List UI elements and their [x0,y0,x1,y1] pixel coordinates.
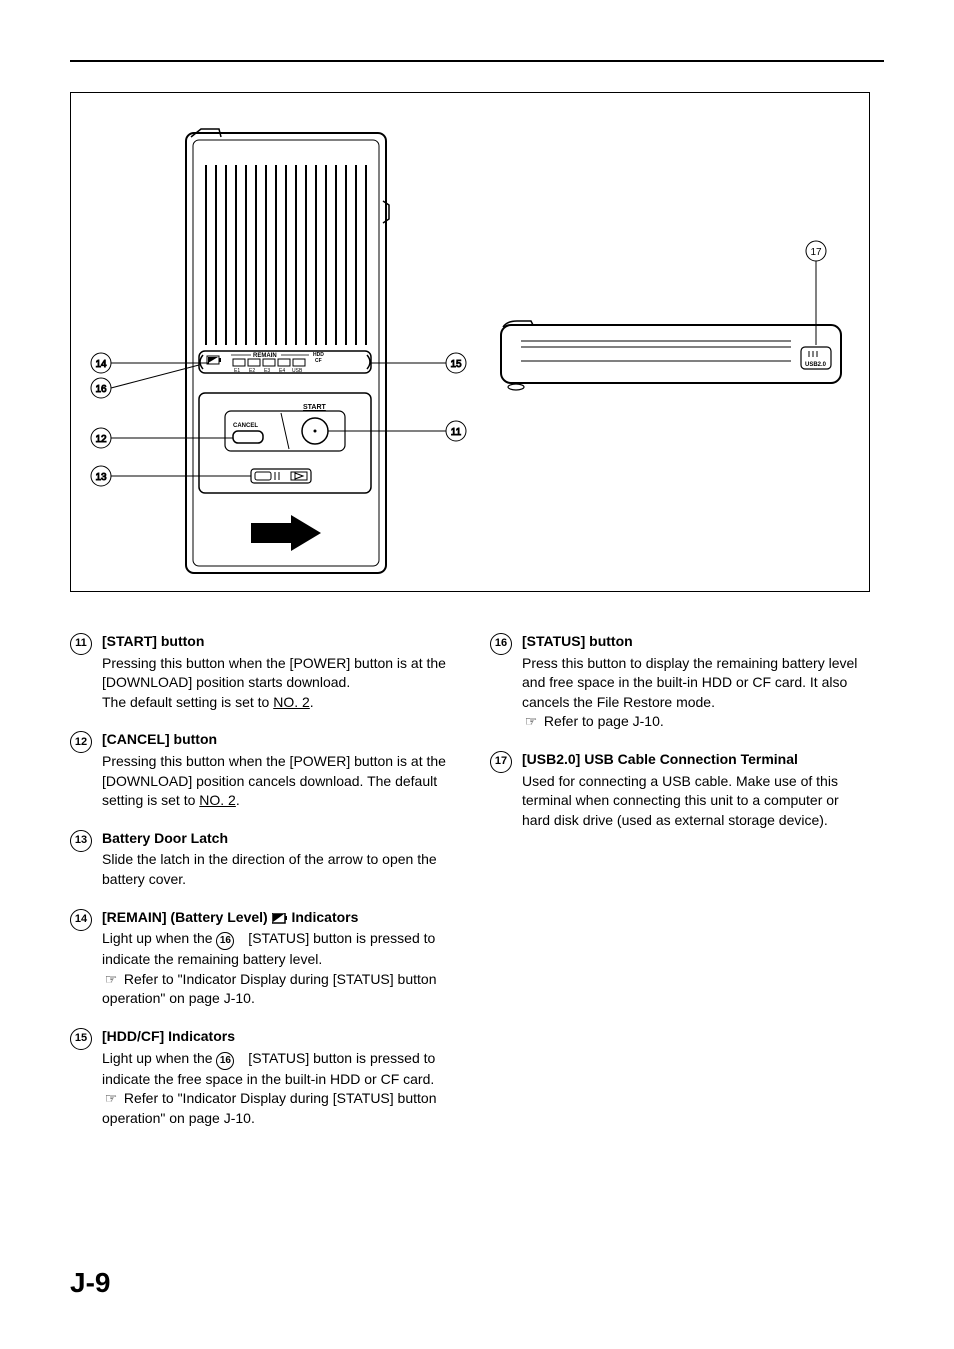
item-note: ☞ Refer to page J-10. [522,712,870,732]
item-desc: Pressing this button when the [POWER] bu… [102,752,450,811]
ref-16: 16 [216,932,234,950]
item-title: [USB2.0] USB Cable Connection Terminal [522,750,870,770]
led-e4: E4 [279,368,285,374]
led-usb: USB [292,368,303,374]
item-number: 15 [70,1028,92,1050]
right-column: 16 [STATUS] button Press this button to … [490,632,870,1146]
callout-15: 15 [450,359,462,370]
item-title: [CANCEL] button [102,730,450,750]
pointer-icon: ☞ [102,970,120,990]
page-number: J-9 [70,1267,110,1299]
item-number: 14 [70,909,92,931]
item-number: 17 [490,751,512,773]
item-16: 16 [STATUS] button Press this button to … [490,632,870,732]
item-title: [HDD/CF] Indicators [102,1027,450,1047]
ref-16: 16 [216,1052,234,1070]
pointer-icon: ☞ [102,1089,120,1109]
item-13: 13 Battery Door Latch Slide the latch in… [70,829,450,890]
item-12: 12 [CANCEL] button Pressing this button … [70,730,450,810]
item-15: 15 [HDD/CF] Indicators Light up when the… [70,1027,450,1128]
top-rule [70,60,884,62]
arrow-icon [251,515,321,551]
led-e1: E1 [234,368,240,374]
item-desc: Pressing this button when the [POWER] bu… [102,654,450,713]
label-start: START [303,404,327,411]
item-number: 11 [70,633,92,655]
item-title: [STATUS] button [522,632,870,652]
led-e3: E3 [264,368,270,374]
item-desc: Light up when the 16 [STATUS] button is … [102,929,450,970]
item-desc: Used for connecting a USB cable. Make us… [522,772,870,831]
label-cf: CF [315,358,322,364]
item-note: ☞ Refer to "Indicator Display during [ST… [102,970,450,1009]
callout-12: 12 [95,434,107,445]
pointer-icon: ☞ [522,712,540,732]
item-14: 14 [REMAIN] (Battery Level) Indicators L… [70,908,450,1009]
callout-14: 14 [95,359,107,370]
label-usb20: USB2.0 [805,362,827,368]
label-remain: REMAIN [253,353,277,359]
device-diagram: REMAIN HDD CF E1 E2 E3 E4 USB START [70,92,870,592]
item-17: 17 [USB2.0] USB Cable Connection Termina… [490,750,870,830]
callout-17: 17 [810,247,822,258]
item-desc: Light up when the 16 [STATUS] button is … [102,1049,450,1090]
callout-13: 13 [95,472,107,483]
item-note: ☞ Refer to "Indicator Display during [ST… [102,1089,450,1128]
callout-16: 16 [95,384,107,395]
item-number: 13 [70,830,92,852]
item-desc: Press this button to display the remaini… [522,654,870,713]
left-column: 11 [START] button Pressing this button w… [70,632,450,1146]
item-title: Battery Door Latch [102,829,450,849]
item-11: 11 [START] button Pressing this button w… [70,632,450,712]
label-cancel: CANCEL [233,423,258,429]
item-title: [START] button [102,632,450,652]
battery-icon [272,913,288,924]
callout-11: 11 [451,427,462,438]
item-number: 16 [490,633,512,655]
item-title: [REMAIN] (Battery Level) Indicators [102,908,450,928]
item-number: 12 [70,731,92,753]
led-e2: E2 [249,368,255,374]
item-desc: Slide the latch in the direction of the … [102,850,450,889]
